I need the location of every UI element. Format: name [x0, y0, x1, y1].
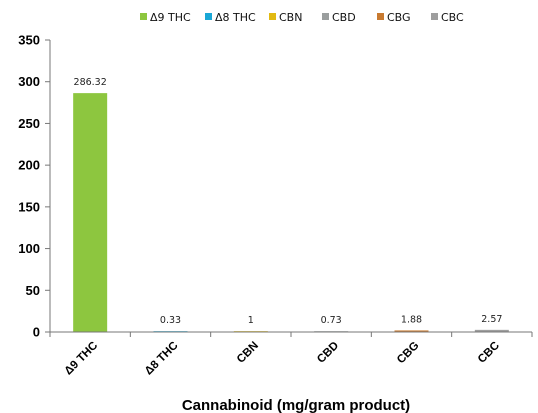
legend: Δ9 THC Δ8 THC CBN CBD CBG CBC: [140, 11, 464, 24]
x-axis-title: Cannabinoid (mg/gram product): [182, 397, 410, 413]
data-label-delta8-thc: 0.33: [160, 315, 181, 326]
legend-label-cbd: CBD: [332, 11, 356, 24]
y-tick-label: 300: [18, 74, 40, 89]
y-tick-label: 100: [18, 241, 40, 256]
legend-swatch-delta8-thc: [205, 13, 212, 20]
data-label-cbd: 0.73: [321, 315, 342, 326]
data-label-cbn: 1: [248, 315, 254, 326]
legend-label-cbc: CBC: [441, 11, 464, 24]
data-label-cbg: 1.88: [401, 314, 422, 325]
bar-cbc: [474, 329, 509, 332]
legend-label-cbg: CBG: [387, 11, 411, 24]
x-tick-label-cbc: CBC: [476, 340, 502, 366]
legend-label-cbn: CBN: [279, 11, 302, 24]
x-tick-label-cbd: CBD: [315, 340, 341, 366]
x-tick-label-cbn: CBN: [235, 340, 261, 366]
legend-swatch-cbc: [431, 13, 438, 20]
bars: 286.32 0.33 1 0.73 1.88 2.57: [73, 77, 509, 332]
data-label-cbc: 2.57: [481, 314, 502, 325]
legend-label-delta8-thc: Δ8 THC: [215, 11, 256, 24]
legend-swatch-cbd: [322, 13, 329, 20]
x-tick-label-delta8-thc: Δ8 THC: [143, 340, 181, 378]
y-tick-label: 200: [18, 158, 40, 173]
y-tick-label: 250: [18, 116, 40, 131]
legend-swatch-delta9-thc: [140, 13, 147, 20]
legend-swatch-cbg: [377, 13, 384, 20]
y-tick-label: 350: [18, 33, 40, 48]
y-axis: 0 50 100 150 200 250 300 350: [18, 33, 51, 340]
legend-label-delta9-thc: Δ9 THC: [150, 11, 191, 24]
y-tick-label: 0: [33, 325, 40, 340]
x-tick-label-delta9-thc: Δ9 THC: [62, 340, 100, 378]
bar-delta9-thc: [73, 93, 108, 332]
legend-swatch-cbn: [269, 13, 276, 20]
bar-cbg: [394, 330, 429, 332]
data-label-delta9-thc: 286.32: [74, 77, 107, 88]
x-tick-label-cbg: CBG: [395, 340, 422, 367]
y-tick-label: 150: [18, 199, 40, 214]
y-tick-label: 50: [26, 283, 40, 298]
x-axis: Δ9 THC Δ8 THC CBN CBD CBG CBC: [49, 331, 533, 378]
